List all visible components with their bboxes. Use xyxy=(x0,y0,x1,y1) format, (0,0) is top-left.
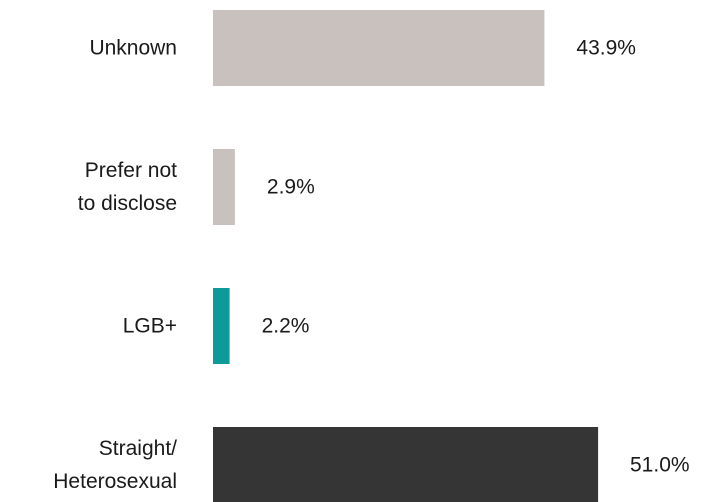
bar-prefer-not-to-disclose xyxy=(213,149,235,225)
category-label-straight-heterosexual-line-1: Straight/ xyxy=(99,437,177,460)
category-label-prefer-not-to-disclose-line-2: to disclose xyxy=(78,192,177,215)
value-label-prefer-not-to-disclose: 2.9% xyxy=(267,176,315,199)
category-label-straight-heterosexual-line-2: Heterosexual xyxy=(53,470,177,493)
category-label-lgb: LGB+ xyxy=(123,315,177,338)
bar-unknown xyxy=(213,10,544,86)
value-label-unknown: 43.9% xyxy=(576,37,636,60)
bars-layer xyxy=(213,10,598,502)
bar-lgb xyxy=(213,288,230,364)
category-label-unknown: Unknown xyxy=(89,37,177,60)
category-label-prefer-not-to-disclose-line-1: Prefer not xyxy=(85,159,177,182)
labels-layer: Unknown 43.9% Prefer not to disclose 2.9% LGB… xyxy=(53,37,689,494)
bar-straight-heterosexual xyxy=(213,427,598,502)
value-label-straight-heterosexual: 51.0% xyxy=(630,454,690,477)
value-label-lgb: 2.2% xyxy=(262,315,310,338)
